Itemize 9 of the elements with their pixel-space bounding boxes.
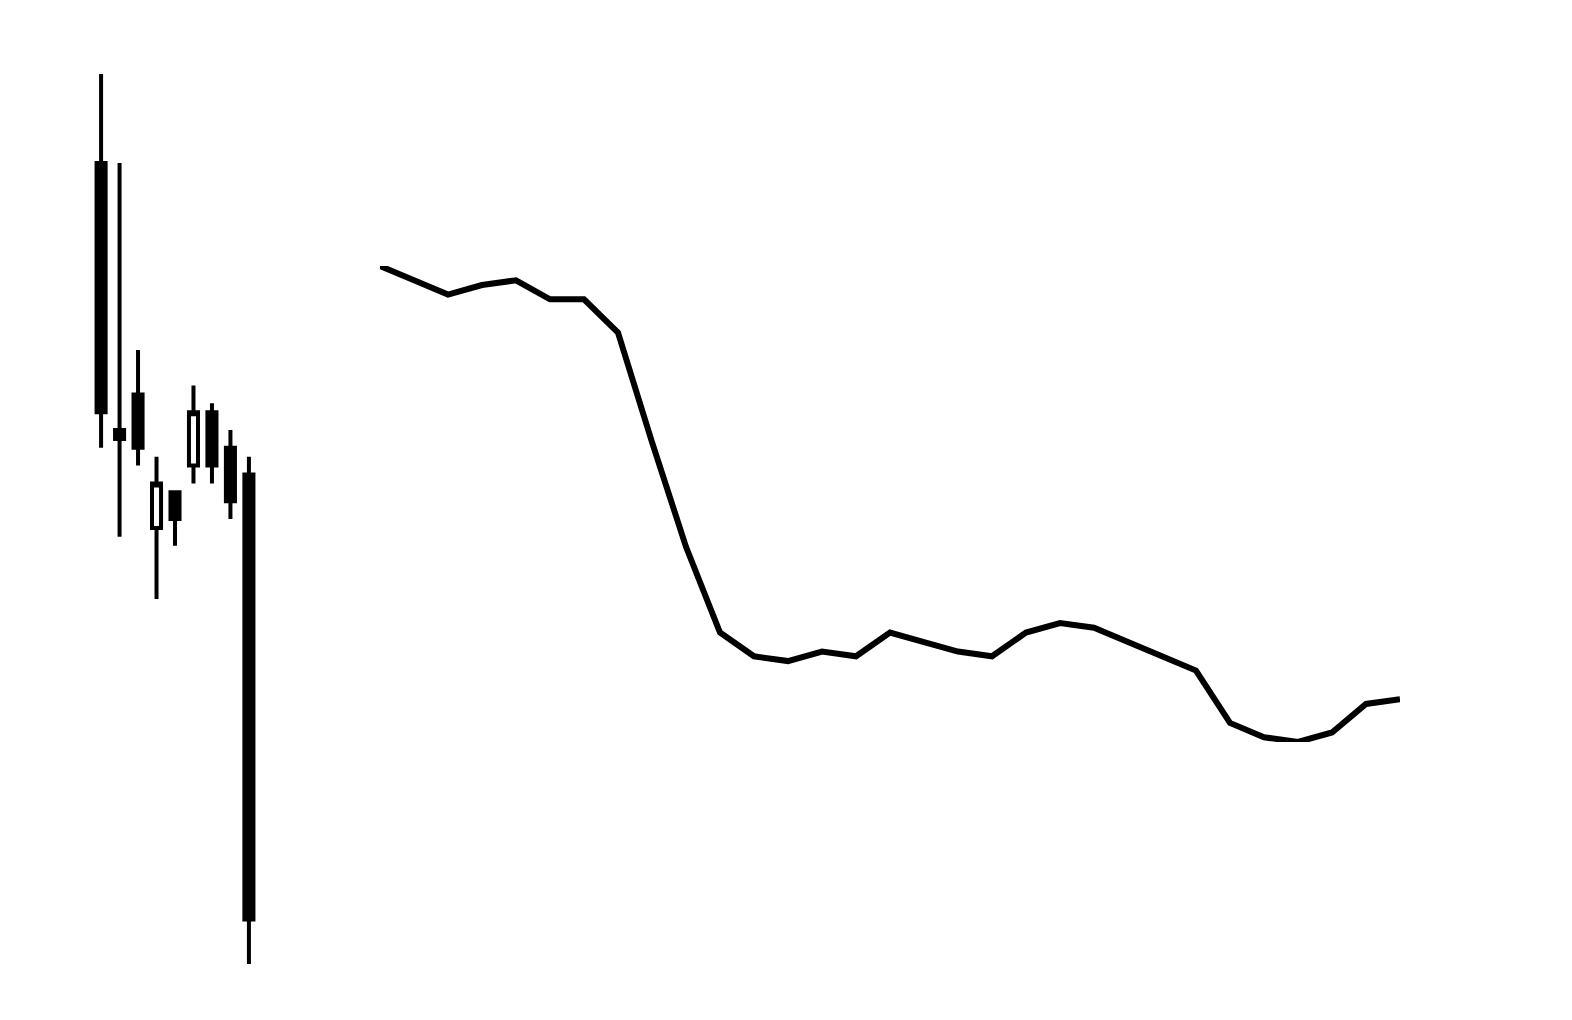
candlestick: [131, 347, 145, 468]
candlestick: [205, 401, 219, 486]
candlestick: [168, 490, 182, 548]
candlestick: [186, 383, 200, 486]
candlestick: [242, 454, 256, 964]
candlestick: [94, 74, 108, 450]
candlestick: [223, 428, 237, 521]
candlestick: [113, 161, 127, 539]
candlestick: [150, 454, 164, 602]
